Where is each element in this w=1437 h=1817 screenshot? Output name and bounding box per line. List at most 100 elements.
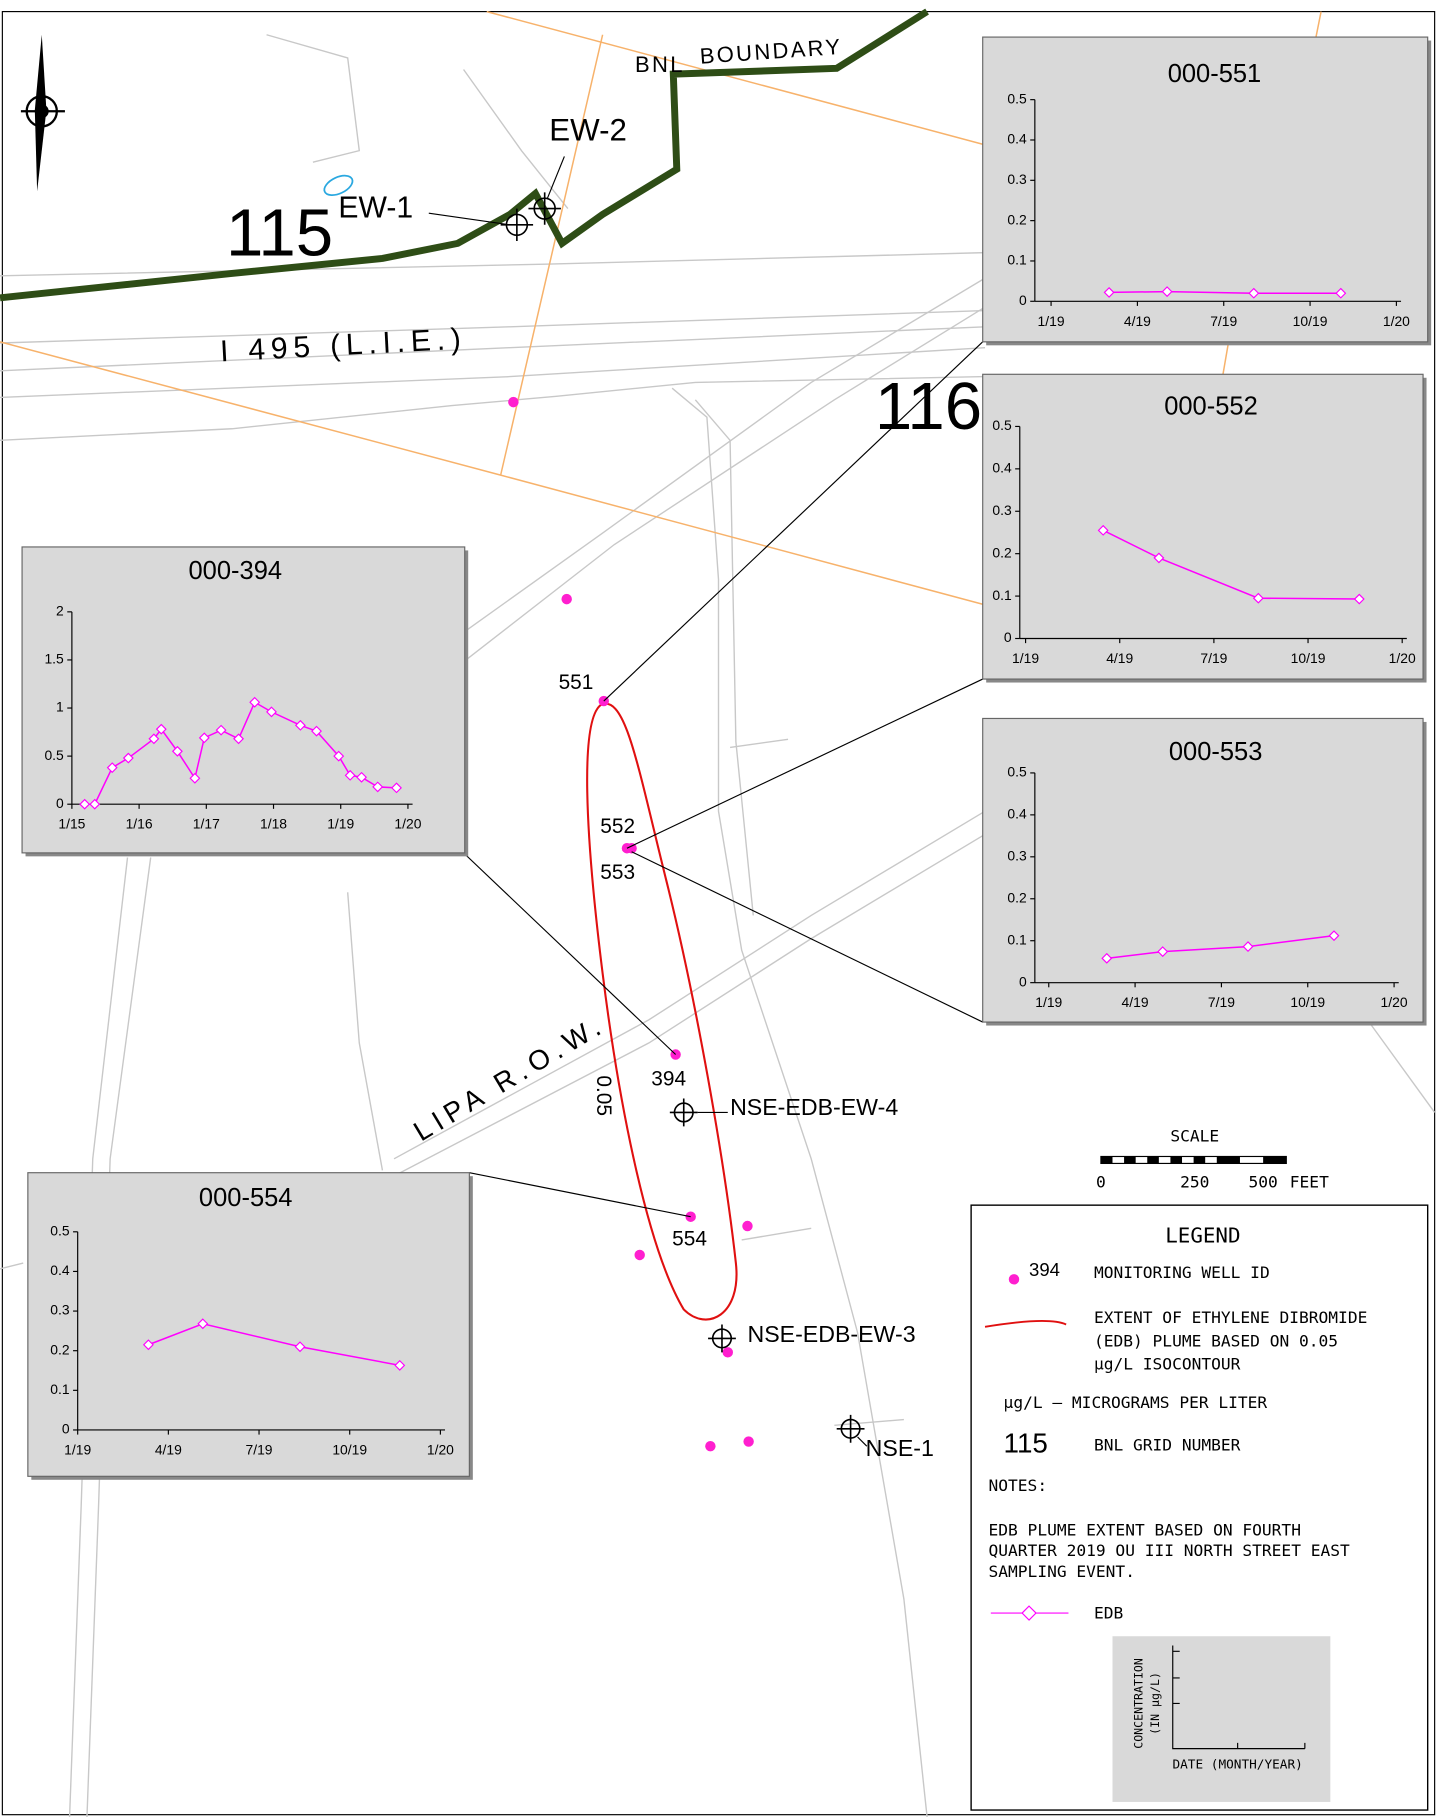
chart-title: 000-554 <box>199 1184 293 1212</box>
y-tick-label: 0.3 <box>992 502 1012 518</box>
axis-text: (IN µg/L) <box>1148 1672 1162 1735</box>
note-line: SAMPLING EVENT. <box>989 1562 1135 1581</box>
data-point <box>189 772 201 784</box>
y-tick-label: 0 <box>1019 973 1027 989</box>
x-tick-label: 4/19 <box>155 1441 182 1457</box>
grid-number: 115 <box>226 195 333 270</box>
plume-contour <box>586 702 738 1321</box>
chart-box <box>982 717 1424 1023</box>
x-tick-label: 10/19 <box>332 1441 367 1457</box>
x-tick-label: 7/19 <box>1200 650 1227 666</box>
chart-title: 000-394 <box>189 557 283 585</box>
series-line <box>1109 290 1341 294</box>
y-tick-label: 0.1 <box>1007 931 1027 947</box>
x-tick-label: 1/19 <box>1035 994 1062 1010</box>
scale-bar <box>1100 1155 1287 1165</box>
well-id: 551 <box>559 671 594 694</box>
y-tick-label: 0.2 <box>1007 211 1027 227</box>
x-tick-label: 1/17 <box>193 816 220 832</box>
y-tick-label: 0.4 <box>1007 806 1027 822</box>
scale-unit: FEET <box>1290 1173 1329 1192</box>
y-tick-label: 0.5 <box>44 747 64 763</box>
y-tick-label: 2 <box>56 603 64 619</box>
well-id: 554 <box>672 1227 707 1250</box>
data-point <box>294 1341 306 1353</box>
x-tick-label: 1/19 <box>327 816 354 832</box>
x-tick-label: 1/20 <box>427 1441 454 1457</box>
scale-title: SCALE <box>1170 1126 1219 1145</box>
x-tick-label: 10/19 <box>1290 994 1325 1010</box>
note-line: QUARTER 2019 OU III NORTH STREET EAST <box>989 1541 1351 1560</box>
y-tick-label: 0.1 <box>992 587 1012 603</box>
x-tick-label: 4/19 <box>1122 994 1149 1010</box>
well-id: 552 <box>600 815 635 838</box>
legend-text: EXTENT OF ETHYLENE DIBROMIDE <box>1094 1308 1367 1327</box>
legend-text: µg/L ISOCONTOUR <box>1094 1355 1241 1374</box>
data-point <box>122 752 134 764</box>
axis-text: DATE (MONTH/YEAR) <box>1172 1757 1302 1772</box>
x-tick-label: 1/20 <box>1383 313 1410 329</box>
x-tick-label: 10/19 <box>1291 650 1326 666</box>
data-point <box>1097 524 1109 536</box>
y-tick-label: 0.3 <box>1007 847 1027 863</box>
y-tick-label: 0 <box>62 1421 70 1437</box>
roads <box>0 34 1436 1817</box>
data-point <box>1248 287 1260 299</box>
wells <box>508 396 754 1452</box>
well-id: 553 <box>600 861 635 884</box>
data-point <box>1353 593 1365 605</box>
well-label: EW-1 <box>338 192 413 225</box>
legend <box>970 1204 1429 1811</box>
data-point <box>171 745 183 757</box>
legend-sample: 115 <box>1004 1427 1048 1458</box>
x-tick-label: 1/19 <box>1038 313 1065 329</box>
legend-title: LEGEND <box>1165 1223 1240 1247</box>
x-tick-label: 1/20 <box>1389 650 1416 666</box>
data-point <box>1161 286 1173 298</box>
notes-title: NOTES: <box>989 1476 1048 1495</box>
legend-text: EDB <box>1094 1604 1123 1623</box>
y-tick-label: 0.2 <box>50 1341 70 1357</box>
axis-text: CONCENTRATION <box>1132 1658 1146 1749</box>
well-label: NSE-EDB-EW-3 <box>747 1321 915 1347</box>
data-point <box>344 769 356 781</box>
x-tick-label: 1/20 <box>1381 994 1408 1010</box>
y-tick-label: 1 <box>56 699 64 715</box>
data-point <box>333 750 345 762</box>
legend-text: µg/L — MICROGRAMS PER LITER <box>1004 1393 1268 1412</box>
chart-box <box>27 1172 470 1477</box>
x-tick-label: 1/19 <box>64 1441 91 1457</box>
y-tick-label: 0.1 <box>50 1381 70 1397</box>
chart-box <box>982 373 1424 680</box>
data-point <box>311 725 322 737</box>
y-tick-label: 0.1 <box>1007 252 1027 268</box>
x-tick-label: 7/19 <box>1210 313 1237 329</box>
legend-text: (EDB) PLUME BASED ON 0.05 <box>1094 1331 1338 1350</box>
data-point <box>356 771 368 783</box>
y-tick-label: 0.3 <box>1007 171 1027 187</box>
data-point <box>1335 287 1347 299</box>
data-point <box>249 696 261 708</box>
y-tick-label: 0.5 <box>1007 764 1027 780</box>
data-point <box>197 1318 209 1330</box>
leader-lines <box>428 156 984 1447</box>
pond <box>323 174 354 197</box>
y-tick-label: 0.4 <box>992 460 1012 476</box>
legend-text: BNL GRID NUMBER <box>1094 1436 1241 1455</box>
data-point <box>1328 930 1340 942</box>
y-tick-label: 0.5 <box>50 1222 70 1238</box>
data-point <box>1101 952 1113 964</box>
x-tick-label: 7/19 <box>246 1441 273 1457</box>
x-tick-label: 1/18 <box>260 816 287 832</box>
chart-title: 000-551 <box>1168 60 1262 88</box>
data-point <box>142 1339 154 1351</box>
y-tick-label: 0 <box>1019 292 1027 308</box>
legend-sample: 394 <box>1029 1259 1060 1280</box>
data-point <box>215 724 227 736</box>
data-point <box>1103 286 1115 298</box>
y-tick-label: 0.2 <box>1007 889 1027 905</box>
note-line: EDB PLUME EXTENT BASED ON FOURTH <box>989 1520 1301 1539</box>
y-tick-label: 0.3 <box>50 1302 70 1318</box>
data-point <box>79 798 91 810</box>
y-tick-label: 0.2 <box>992 544 1012 560</box>
